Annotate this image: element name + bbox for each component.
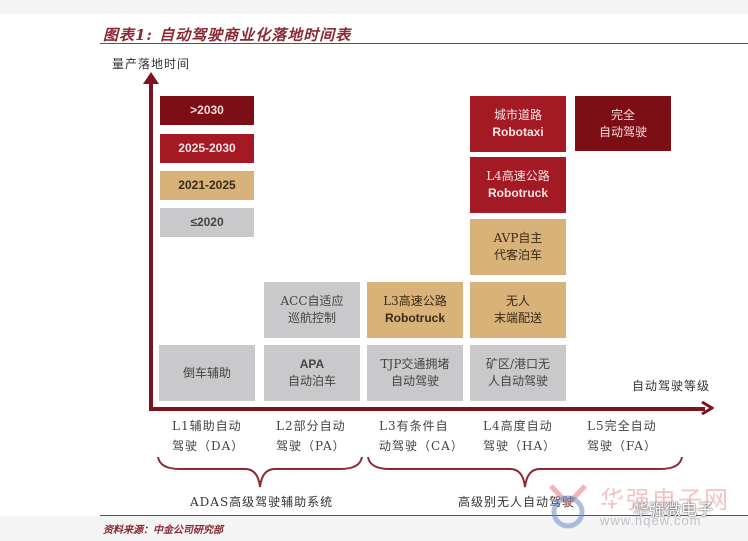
- legend-label: >2030: [190, 103, 224, 117]
- cell-mine-port: 矿区/港口无 人自动驾驶: [470, 345, 566, 401]
- level-label-l4: L4高度自动 驾驶（HA）: [483, 416, 556, 456]
- cell-text: 自动驾驶: [598, 124, 647, 139]
- cell-text: Robotruck: [385, 311, 445, 325]
- group-label-high-level: 高级别无人自动驾驶: [458, 495, 576, 509]
- y-axis-label: 量产落地时间: [112, 57, 191, 71]
- legend-gt2030: >2030: [160, 96, 254, 125]
- x-axis-label: 自动驾驶等级: [632, 379, 711, 393]
- level-text: 驾驶（HA）: [483, 439, 557, 453]
- cell-text: 城市道路: [493, 108, 542, 122]
- x-axis: [149, 407, 705, 411]
- y-axis: [149, 78, 153, 410]
- cell-text: 完全: [610, 107, 635, 122]
- cell-text: Robotruck: [488, 186, 548, 200]
- figure-title: 图表1: 自动驾驶商业化落地时间表: [103, 26, 352, 44]
- cell-avp: AVP自主 代客泊车: [470, 219, 566, 275]
- cell-l3-highway-robotruck: L3高速公路 Robotruck: [367, 282, 463, 338]
- footer-divider: [100, 515, 748, 516]
- legend-2021-2025: 2021-2025: [160, 171, 254, 200]
- legend-label: 2021-2025: [178, 178, 236, 192]
- cell-tjp: TJP交通拥堵 自动驾驶: [367, 345, 463, 401]
- legend-le2020: ≤2020: [160, 208, 254, 237]
- cell-text: 人自动驾驶: [487, 374, 548, 388]
- wechat-icon: [606, 497, 628, 514]
- level-text: 驾驶（DA）: [172, 439, 245, 453]
- cell-last-mile-delivery: 无人 末端配送: [470, 282, 566, 338]
- cell-text: 代客泊车: [493, 248, 542, 262]
- cell-text: TJP交通拥堵: [380, 357, 450, 371]
- cell-text: ACC自适应: [280, 294, 344, 308]
- level-text: 驾驶（FA）: [587, 439, 657, 453]
- cell-text: 末端配送: [493, 311, 542, 325]
- title-divider: [100, 43, 748, 44]
- cell-acc: ACC自适应 巡航控制: [264, 282, 360, 338]
- level-text: L5完全自动: [587, 419, 657, 433]
- adas-brace-icon: [157, 456, 363, 488]
- cell-text: APA: [299, 357, 325, 371]
- high-level-brace-icon: [367, 456, 683, 488]
- level-text: 动驾驶（CA）: [379, 439, 464, 453]
- hqew-logo-icon: [549, 484, 587, 529]
- level-text: 驾驶（PA）: [276, 439, 346, 453]
- level-text: L2部分自动: [276, 419, 346, 433]
- cell-full-autonomy: 完全 自动驾驶: [575, 96, 671, 151]
- cell-text: L4高速公路: [486, 169, 550, 183]
- cell-apa: APA 自动泊车: [264, 345, 360, 401]
- group-label-adas: ADAS高级驾驶辅助系统: [190, 495, 334, 509]
- watermark-site-name: 华强电子网: [600, 486, 730, 514]
- watermark-url: www.hqew.com: [600, 513, 702, 528]
- level-label-l3: L3有条件自 动驾驶（CA）: [379, 416, 464, 456]
- legend-label: ≤2020: [190, 215, 224, 229]
- level-text: L3有条件自: [379, 419, 449, 433]
- cell-city-robotaxi: 城市道路 Robotaxi: [470, 96, 566, 152]
- cell-text: 无人: [505, 294, 530, 308]
- footer-background: [0, 516, 748, 541]
- level-text: L4高度自动: [483, 419, 553, 433]
- level-label-l5: L5完全自动 驾驶（FA）: [587, 416, 657, 456]
- level-text: L1辅助自动: [172, 419, 242, 433]
- watermark-account: 华强微电子: [633, 500, 714, 519]
- cell-l4-highway-robotruck: L4高速公路 Robotruck: [470, 157, 566, 213]
- cell-text: 倒车辅助: [182, 365, 231, 380]
- x-axis-arrow-icon: [701, 401, 714, 415]
- cell-text: Robotaxi: [492, 125, 544, 139]
- cell-text: L3高速公路: [383, 294, 447, 308]
- cell-reverse-assist: 倒车辅助: [159, 345, 255, 401]
- level-label-l1: L1辅助自动 驾驶（DA）: [172, 416, 244, 456]
- cell-text: 自动驾驶: [390, 374, 439, 388]
- top-strip: [0, 0, 748, 14]
- source-note: 资料来源：中金公司研究部: [103, 525, 223, 536]
- legend-label: 2025-2030: [178, 141, 236, 155]
- cell-text: 矿区/港口无: [485, 357, 551, 371]
- level-label-l2: L2部分自动 驾驶（PA）: [276, 416, 346, 456]
- legend-2025-2030: 2025-2030: [160, 134, 254, 163]
- cell-text: 巡航控制: [287, 311, 336, 325]
- cell-text: 自动泊车: [287, 374, 336, 388]
- cell-text: AVP自主: [493, 231, 543, 245]
